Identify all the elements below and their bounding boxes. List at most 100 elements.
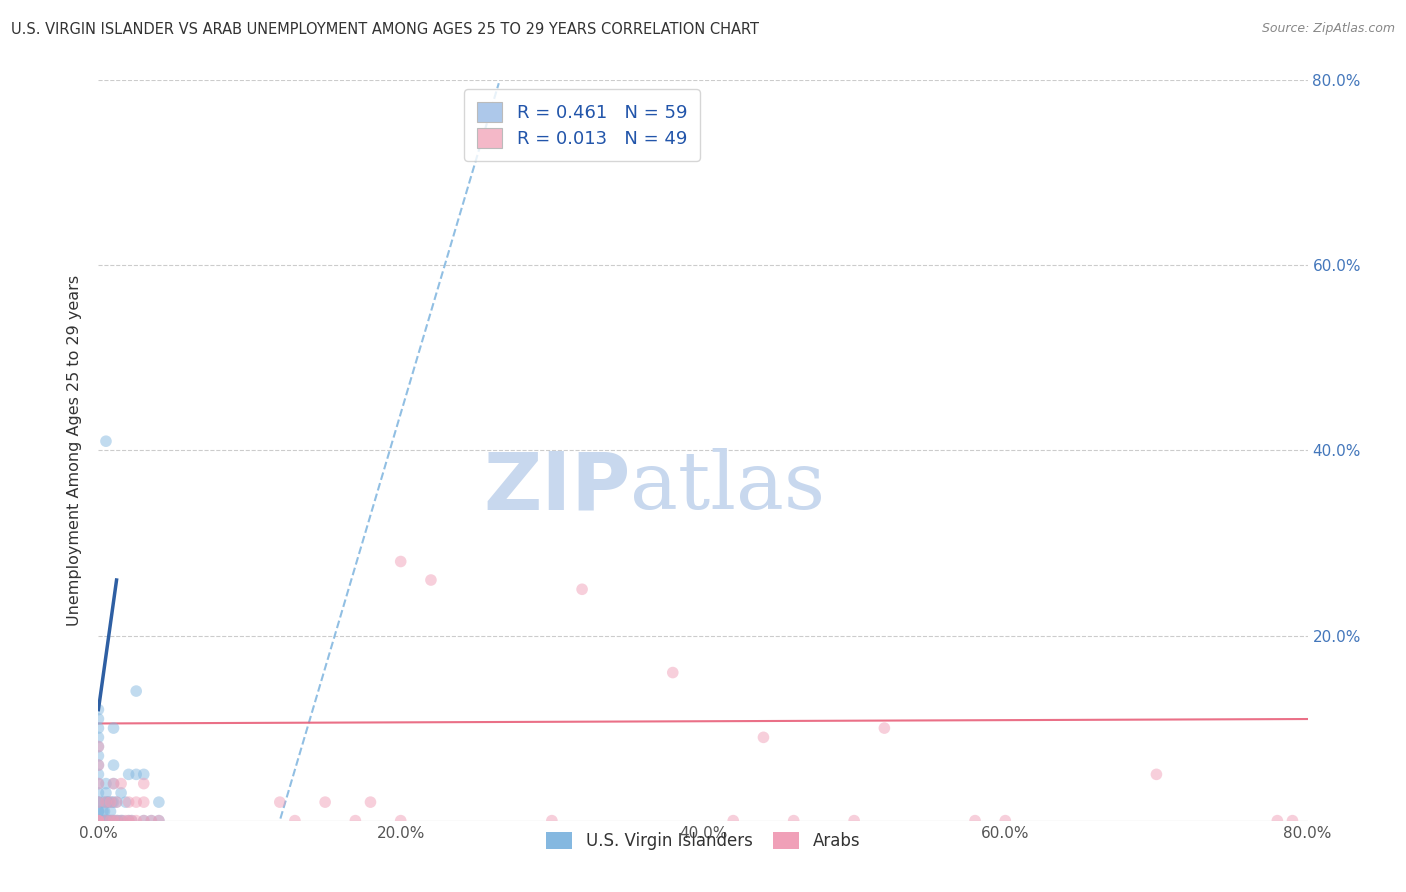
Point	[100, 814, 122, 828]
Point	[420, 573, 443, 587]
Point	[148, 814, 170, 828]
Point	[87, 703, 110, 717]
Point	[344, 814, 367, 828]
Point	[132, 767, 155, 781]
Point	[100, 805, 122, 819]
Text: atlas: atlas	[630, 449, 825, 526]
Point	[107, 814, 129, 828]
Point	[994, 814, 1017, 828]
Point	[87, 805, 110, 819]
Point	[87, 814, 110, 828]
Point	[571, 582, 593, 597]
Point	[389, 814, 412, 828]
Point	[540, 814, 562, 828]
Point	[100, 814, 122, 828]
Point	[87, 731, 110, 745]
Point	[132, 814, 155, 828]
Text: U.S. VIRGIN ISLANDER VS ARAB UNEMPLOYMENT AMONG AGES 25 TO 29 YEARS CORRELATION : U.S. VIRGIN ISLANDER VS ARAB UNEMPLOYMEN…	[11, 22, 759, 37]
Point	[94, 434, 117, 449]
Point	[114, 814, 136, 828]
Point	[91, 795, 114, 809]
Point	[87, 795, 110, 809]
Point	[98, 795, 121, 809]
Legend: U.S. Virgin Islanders, Arabs: U.S. Virgin Islanders, Arabs	[538, 825, 868, 856]
Point	[105, 814, 128, 828]
Point	[114, 795, 136, 809]
Point	[101, 795, 124, 809]
Point	[148, 795, 170, 809]
Point	[105, 795, 128, 809]
Point	[132, 776, 155, 791]
Point	[360, 795, 382, 809]
Point	[87, 776, 110, 791]
Point	[87, 814, 110, 828]
Point	[103, 721, 125, 735]
Point	[96, 795, 118, 809]
Point	[87, 795, 110, 809]
Point	[110, 814, 132, 828]
Point	[110, 776, 132, 791]
Point	[141, 814, 163, 828]
Point	[269, 795, 291, 809]
Point	[125, 795, 148, 809]
Point	[783, 814, 806, 828]
Point	[98, 814, 121, 828]
Point	[87, 814, 110, 828]
Point	[87, 814, 110, 828]
Y-axis label: Unemployment Among Ages 25 to 29 years: Unemployment Among Ages 25 to 29 years	[67, 275, 83, 626]
Point	[103, 776, 125, 791]
Point	[87, 739, 110, 754]
Point	[93, 805, 115, 819]
Point	[103, 776, 125, 791]
Point	[94, 795, 117, 809]
Point	[1281, 814, 1303, 828]
Point	[93, 814, 115, 828]
Point	[661, 665, 683, 680]
Point	[752, 731, 775, 745]
Point	[148, 814, 170, 828]
Point	[314, 795, 336, 809]
Point	[94, 786, 117, 800]
Point	[873, 721, 896, 735]
Point	[94, 795, 117, 809]
Point	[118, 814, 141, 828]
Text: ZIP: ZIP	[484, 449, 630, 526]
Point	[141, 814, 163, 828]
Point	[105, 795, 128, 809]
Point	[1144, 767, 1167, 781]
Point	[723, 814, 745, 828]
Point	[87, 814, 110, 828]
Point	[87, 748, 110, 763]
Point	[87, 721, 110, 735]
Point	[87, 758, 110, 772]
Text: Source: ZipAtlas.com: Source: ZipAtlas.com	[1261, 22, 1395, 36]
Point	[87, 814, 110, 828]
Point	[87, 814, 110, 828]
Point	[87, 814, 110, 828]
Point	[87, 814, 110, 828]
Point	[94, 776, 117, 791]
Point	[111, 814, 134, 828]
Point	[101, 814, 124, 828]
Point	[103, 814, 125, 828]
Point	[125, 814, 148, 828]
Point	[965, 814, 987, 828]
Point	[118, 795, 141, 809]
Point	[844, 814, 866, 828]
Point	[87, 767, 110, 781]
Point	[125, 767, 148, 781]
Point	[110, 786, 132, 800]
Point	[132, 814, 155, 828]
Point	[103, 814, 125, 828]
Point	[94, 814, 117, 828]
Point	[110, 814, 132, 828]
Point	[121, 814, 143, 828]
Point	[103, 758, 125, 772]
Point	[87, 786, 110, 800]
Point	[87, 758, 110, 772]
Point	[284, 814, 307, 828]
Point	[100, 795, 122, 809]
Point	[87, 739, 110, 754]
Point	[96, 814, 118, 828]
Point	[103, 795, 125, 809]
